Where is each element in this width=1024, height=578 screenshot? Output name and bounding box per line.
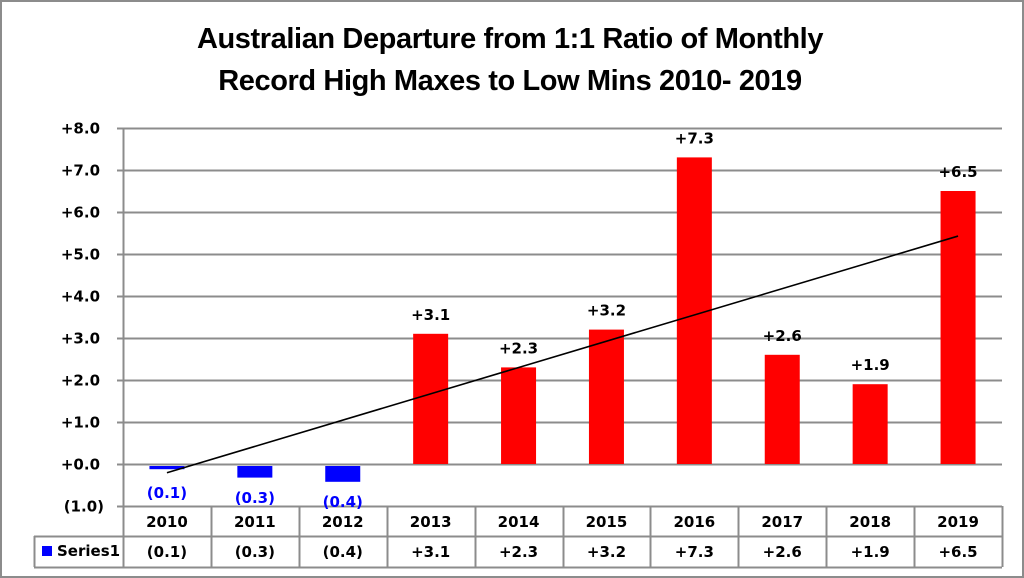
bar-2013: [413, 333, 449, 464]
bars: [149, 157, 976, 482]
y-tick-label: +3.0: [61, 330, 100, 348]
y-tick-label: +2.0: [61, 372, 100, 390]
table-value-2011: (0.3): [235, 543, 275, 561]
y-tick-label: +5.0: [61, 246, 100, 264]
table-value-2015: +3.2: [587, 543, 626, 561]
table-value-2018: +1.9: [851, 543, 890, 561]
table-value-2019: +6.5: [938, 543, 977, 561]
legend-key-series1: [42, 546, 52, 556]
bar-2019: [940, 191, 976, 464]
bar-2010: [149, 466, 185, 470]
bar-2018: [852, 384, 888, 464]
data-table: 2010 (0.1) 2011 (0.3) 2012 (0.4) 2013 +3.1 2014 +…: [33, 506, 1004, 569]
y-tick-label: +1.0: [61, 414, 100, 432]
data-label-2016: +7.3: [675, 129, 714, 147]
table-header-2015: 2015: [586, 513, 628, 531]
table-value-2013: +3.1: [411, 543, 450, 561]
chart-title: Australian Departure from 1:1 Ratio of M…: [0, 18, 1020, 102]
bar-2015: [588, 329, 624, 464]
table-header-2018: 2018: [849, 513, 891, 531]
y-tick-label: +4.0: [61, 288, 100, 306]
table-value-2014: +2.3: [499, 543, 538, 561]
chart-title-line-1: Australian Departure from 1:1 Ratio of M…: [196, 23, 824, 55]
table-header-2010: 2010: [146, 513, 188, 531]
chart-title-line-2: Record High Maxes to Low Mins 2010- 2019: [218, 65, 802, 97]
table-header-2016: 2016: [673, 513, 715, 531]
table-value-2012: (0.4): [323, 543, 363, 561]
bar-2012: [325, 466, 361, 482]
data-label-2017: +2.6: [763, 327, 802, 345]
data-label-2019: +6.5: [938, 163, 977, 181]
legend-label-series1: Series1: [57, 542, 120, 560]
bar-2011: [237, 466, 273, 478]
y-tick-label: +6.0: [61, 204, 100, 222]
trendline-group: [166, 235, 959, 474]
table-header-2011: 2011: [234, 513, 276, 531]
y-tick-label: +7.0: [61, 162, 100, 180]
table-header-2017: 2017: [761, 513, 803, 531]
table-value-2017: +2.6: [763, 543, 802, 561]
table-value-2016: +7.3: [675, 543, 714, 561]
trendline: [166, 235, 959, 474]
table-value-2010: (0.1): [147, 543, 187, 561]
data-label-2013: +3.1: [411, 306, 450, 324]
data-labels: (0.1) (0.3) (0.4) +3.1 +2.3 +3.2 +7.3 +2.6 +1.9 +…: [147, 129, 978, 511]
data-label-2014: +2.3: [499, 339, 538, 357]
y-tick-label: (1.0): [64, 498, 104, 516]
data-label-2018: +1.9: [851, 356, 890, 374]
data-label-2015: +3.2: [587, 302, 626, 320]
data-label-2010: (0.1): [147, 484, 187, 502]
bar-2014: [501, 367, 537, 464]
data-label-2011: (0.3): [235, 489, 275, 507]
y-tick-label: +0.0: [61, 456, 100, 474]
table-header-2012: 2012: [322, 513, 364, 531]
bar-2017: [764, 354, 800, 464]
y-axis-tick-labels: +8.0 +7.0 +6.0 +5.0 +4.0 +3.0 +2.0 +1.0 +0.0 (1.0…: [61, 120, 104, 516]
table-header-2014: 2014: [498, 513, 540, 531]
y-tick-label: +8.0: [61, 120, 100, 138]
data-label-2012: (0.4): [323, 493, 363, 511]
table-header-2019: 2019: [937, 513, 979, 531]
table-header-2013: 2013: [410, 513, 452, 531]
